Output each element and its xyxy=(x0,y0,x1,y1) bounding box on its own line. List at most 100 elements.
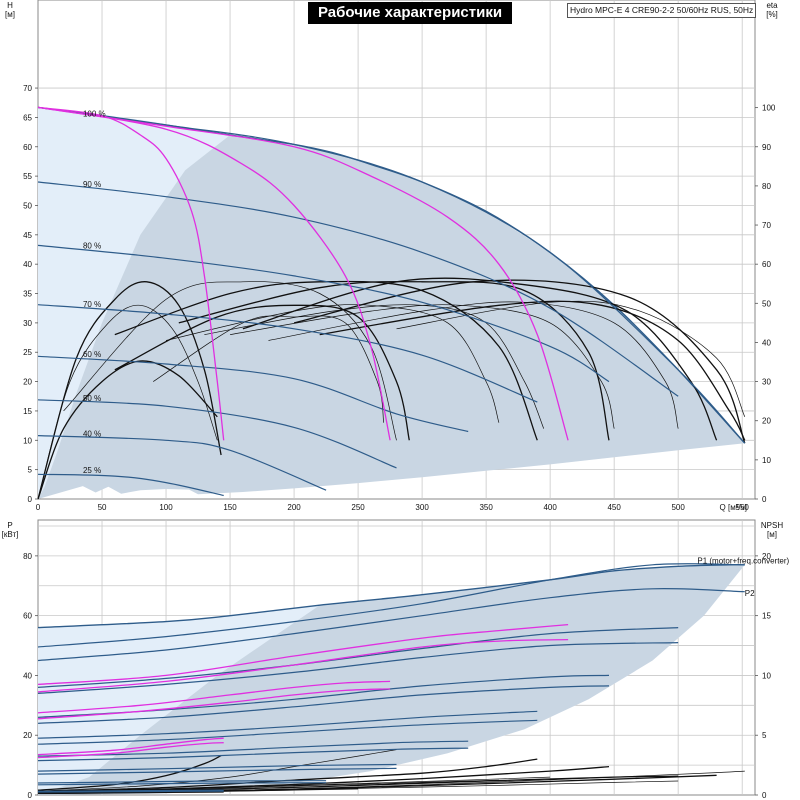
speed-label: 100 % xyxy=(83,109,106,118)
y-tick-label: 15 xyxy=(23,407,32,416)
y2-tick-label: 100 xyxy=(762,104,776,113)
y2-axis-label: [%] xyxy=(766,10,778,19)
x-tick-label: 400 xyxy=(543,503,557,512)
blue-curve xyxy=(37,767,397,775)
y2-tick-label: 80 xyxy=(762,182,771,191)
y-tick-label: 50 xyxy=(23,201,32,210)
blue-curve xyxy=(37,740,469,757)
y-tick-label: 40 xyxy=(23,260,32,269)
y2-tick-label: 20 xyxy=(762,552,771,561)
speed-label: 90 % xyxy=(83,180,101,189)
y-axis-label: [кВт] xyxy=(2,530,19,539)
blue-curve xyxy=(37,304,538,403)
low-speed-zone xyxy=(38,107,231,500)
x-tick-label: 250 xyxy=(351,503,365,512)
black-curve xyxy=(37,791,224,795)
x-tick-label: 550 xyxy=(736,503,750,512)
speed-label: 50 % xyxy=(83,394,101,403)
blue-curve xyxy=(37,588,745,662)
x-tick-label: 150 xyxy=(223,503,237,512)
blue-curve xyxy=(37,563,745,648)
y2-tick-label: 60 xyxy=(762,260,771,269)
x-tick-label: 350 xyxy=(479,503,493,512)
black-curve xyxy=(37,360,218,500)
magenta-curve xyxy=(37,638,569,693)
x-tick-label: 100 xyxy=(159,503,173,512)
y2-tick-label: 20 xyxy=(762,417,771,426)
x-tick-label: 300 xyxy=(415,503,429,512)
black-curve xyxy=(37,754,222,791)
x-axis-label: Q [м³/ч] xyxy=(720,503,747,512)
low-speed-zone xyxy=(38,605,320,795)
y2-axis-label: NPSH xyxy=(761,521,783,530)
y-tick-label: 0 xyxy=(28,791,33,800)
black-curve xyxy=(165,304,500,423)
y2-tick-label: 50 xyxy=(762,299,771,308)
blue-curve xyxy=(37,763,397,772)
y-tick-label: 25 xyxy=(23,348,32,357)
y2-tick-label: 30 xyxy=(762,378,771,387)
y2-tick-label: 70 xyxy=(762,221,771,230)
y-tick-label: 30 xyxy=(23,319,32,328)
magenta-curve xyxy=(37,106,569,441)
y2-axis-label: [м] xyxy=(767,530,777,539)
speed-label: 40 % xyxy=(83,429,101,438)
y-tick-label: 10 xyxy=(23,436,32,445)
speed-label: 70 % xyxy=(83,300,101,309)
blue-curve xyxy=(37,719,538,745)
x-tick-label: 200 xyxy=(287,503,301,512)
x-tick-label: 500 xyxy=(671,503,685,512)
series-label: P2 xyxy=(745,589,755,598)
speed-label: 25 % xyxy=(83,466,101,475)
y-tick-label: 65 xyxy=(23,113,32,122)
black-curve xyxy=(242,277,718,441)
product-label: Hydro MPC-E 4 CRE90-2-2 50/60Hz RUS, 50H… xyxy=(567,3,756,18)
blue-curve xyxy=(37,435,327,491)
black-curve xyxy=(114,304,410,441)
black-curve xyxy=(37,758,538,793)
magenta-curve xyxy=(37,688,391,720)
y-axis-label: H xyxy=(7,1,13,10)
y-tick-label: 0 xyxy=(28,495,33,504)
y-tick-label: 40 xyxy=(23,671,32,680)
y-tick-label: 35 xyxy=(23,290,32,299)
y-tick-label: 80 xyxy=(23,552,32,561)
y2-tick-label: 90 xyxy=(762,143,771,152)
power-chart-panel: 0 20 40 60 80 0 5 10 15 20 P[кВт] NPSH[м] P1 (motor+… xyxy=(2,519,790,800)
y-tick-label: 20 xyxy=(23,378,32,387)
magenta-curve xyxy=(37,623,569,686)
zone-boundary xyxy=(37,564,745,629)
y-axis-label: P xyxy=(7,521,12,530)
speed-label: 60 % xyxy=(83,350,101,359)
blue-curve xyxy=(37,747,469,762)
black-curve xyxy=(178,280,610,441)
y-tick-label: 20 xyxy=(23,731,32,740)
y-tick-label: 60 xyxy=(23,612,32,621)
blue-curve xyxy=(37,780,327,784)
y-tick-label: 45 xyxy=(23,231,32,240)
blue-curve xyxy=(37,642,679,694)
y-axis-label: [м] xyxy=(5,10,15,19)
y-tick-label: 5 xyxy=(28,466,33,475)
blue-curve xyxy=(37,790,224,793)
y2-tick-label: 10 xyxy=(762,671,771,680)
chart-title: Рабочие характеристики xyxy=(308,2,513,24)
y2-tick-label: 0 xyxy=(762,495,767,504)
magenta-curve xyxy=(37,680,391,714)
black-curve xyxy=(293,279,746,444)
blue-curve xyxy=(37,244,610,383)
blue-curve xyxy=(37,782,327,786)
y2-axis-label: eta xyxy=(766,1,778,10)
blue-curve xyxy=(37,685,610,724)
magenta-curve xyxy=(37,737,224,756)
black-curve xyxy=(63,281,397,441)
blue-curve xyxy=(37,399,397,469)
blue-curve xyxy=(37,789,224,792)
head-chart-panel: 0 5 10 15 20 25 30 35 40 45 50 55 60 65 70 0 10 20 30 40 50 6… xyxy=(5,0,778,512)
x-tick-label: 450 xyxy=(607,503,621,512)
y2-tick-label: 0 xyxy=(762,791,767,800)
blue-curve xyxy=(37,355,469,433)
y-tick-label: 55 xyxy=(23,172,32,181)
y-tick-label: 70 xyxy=(23,84,32,93)
